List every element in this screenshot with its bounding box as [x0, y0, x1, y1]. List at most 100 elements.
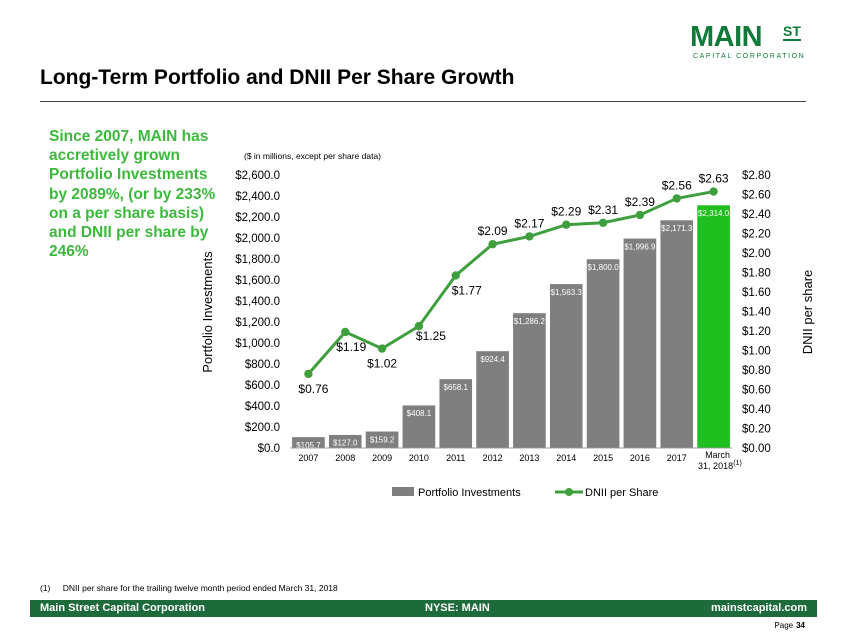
footnote-text: DNII per share for the trailing twelve m…: [62, 583, 338, 593]
right-axis-tick-label: $1.80: [742, 268, 771, 280]
page-number: Page 34: [774, 621, 805, 630]
category-label: 2012: [483, 453, 503, 463]
bar: [475, 350, 510, 449]
dnii-point: [377, 344, 387, 353]
bar-value-label: $127.0: [333, 439, 358, 448]
right-axis-tick-label: $0.60: [742, 385, 771, 397]
bar-value-label: $105.7: [296, 441, 321, 450]
category-label: 2015: [593, 453, 613, 463]
chart-subtitle: ($ in millions, except per share data): [244, 151, 381, 161]
left-axis-tick-label: $0.0: [258, 443, 280, 455]
category-label: 2008: [335, 453, 355, 463]
dnii-value-label: $1.77: [452, 283, 482, 297]
left-axis-title: Portfolio Investments: [200, 251, 215, 373]
category-label: 2011: [446, 453, 465, 463]
category-label: 2014: [556, 453, 576, 463]
dnii-value-label: $2.39: [625, 195, 655, 209]
bar-value-label: $2,314.0: [698, 209, 730, 218]
legend-label-bars: Portfolio Investments: [418, 487, 521, 499]
dnii-point: [562, 220, 571, 229]
right-axis-tick-label: $2.60: [742, 190, 771, 202]
bar-value-label: $1,563.3: [551, 288, 583, 297]
dnii-value-label: $1.25: [416, 329, 446, 343]
dnii-value-label: $1.19: [336, 340, 366, 354]
right-axis-tick-label: $2.40: [742, 209, 771, 221]
left-axis-tick-label: $1,200.0: [235, 317, 280, 329]
footer-bar: Main Street Capital Corporation NYSE: MA…: [30, 600, 817, 617]
title-divider: [40, 101, 806, 102]
dnii-point: [488, 240, 497, 249]
left-axis-tick-label: $2,600.0: [235, 170, 280, 182]
dnii-line: [307, 190, 714, 375]
highlight-statement: Since 2007, MAIN has accretively grown P…: [49, 128, 216, 261]
dnii-point: [525, 232, 534, 241]
left-axis-tick-label: $1,400.0: [235, 296, 280, 308]
dnii-value-label: $1.02: [367, 357, 397, 371]
bar-value-label: $2,171.3: [661, 224, 693, 233]
left-axis-tick-label: $1,600.0: [235, 275, 280, 287]
category-label: 2010: [409, 453, 429, 463]
left-axis-tick-label: $200.0: [245, 422, 280, 434]
footnote-number: (1): [40, 583, 51, 593]
right-axis-tick-label: $1.60: [742, 287, 771, 299]
bar: [512, 312, 547, 449]
bar-value-label: $924.4: [480, 355, 505, 364]
left-axis-tick-label: $800.0: [245, 359, 280, 371]
left-axis-tick-label: $2,000.0: [235, 233, 280, 245]
footer-ticker: NYSE: MAIN: [425, 602, 490, 614]
footer-website[interactable]: mainstcapital.com: [711, 602, 807, 614]
right-axis-tick-label: $2.20: [742, 229, 771, 241]
legend-swatch-bars: [392, 487, 414, 496]
bar: [438, 378, 473, 449]
left-axis-tick-label: $600.0: [245, 380, 280, 392]
bar: [549, 283, 584, 449]
combo-chart: ($ in millions, except per share data) $0…: [200, 151, 815, 499]
right-axis-tick-label: $2.00: [742, 248, 771, 260]
right-axis-title: DNII per share: [800, 270, 815, 355]
chart-container: ($ in millions, except per share data) $0…: [200, 151, 815, 499]
dnii-point: [598, 218, 608, 227]
category-label: 2009: [372, 453, 392, 463]
bar-value-label: $408.1: [407, 409, 432, 418]
logo-subtitle: CAPITAL CORPORATION: [693, 53, 806, 60]
dnii-point: [341, 327, 350, 337]
logo-main-text: MAIN: [690, 21, 763, 53]
dnii-value-label: $2.29: [551, 205, 581, 219]
category-label: 2016: [630, 453, 650, 463]
footer-company: Main Street Capital Corporation: [40, 602, 206, 614]
category-label: 2017: [667, 453, 687, 463]
legend-label-line: DNII per Share: [585, 487, 658, 499]
bar-value-label: $1,286.2: [514, 317, 546, 326]
dnii-value-label: $2.09: [478, 224, 508, 238]
dnii-point: [635, 210, 645, 220]
left-axis-tick-label: $1,800.0: [235, 254, 280, 266]
footnote: (1) DNII per share for the trailing twel…: [40, 583, 338, 593]
dnii-point: [451, 271, 460, 280]
bar-value-label: $1,996.9: [624, 242, 656, 251]
dnii-value-label: $2.56: [662, 178, 692, 192]
page-number-value: 34: [796, 621, 805, 630]
category-label: 2013: [519, 453, 539, 463]
bar-value-label: $658.1: [444, 383, 469, 392]
dnii-value-label: $0.76: [298, 382, 328, 396]
right-axis-tick-label: $1.20: [742, 326, 771, 338]
legend-swatch-marker: [565, 488, 573, 496]
bar-value-label: $1,800.0: [588, 263, 620, 272]
right-axis-tick-label: $0.00: [742, 443, 771, 455]
right-axis-tick-label: $0.40: [742, 404, 771, 416]
left-axis-tick-label: $2,200.0: [235, 212, 280, 224]
dnii-point: [709, 187, 718, 196]
right-axis-tick-label: $1.00: [742, 346, 771, 358]
category-label: 2007: [298, 453, 318, 463]
left-axis-tick-label: $1,000.0: [235, 338, 280, 350]
right-axis-tick-label: $1.40: [742, 307, 771, 319]
page-label: Page: [774, 621, 794, 630]
dnii-value-label: $2.63: [699, 172, 729, 186]
bar: [623, 238, 657, 449]
right-axis-tick-label: $2.80: [742, 170, 771, 182]
bar: [586, 258, 620, 449]
bar: [402, 404, 436, 449]
dnii-point: [672, 194, 681, 203]
right-axis-tick-label: $0.20: [742, 424, 771, 436]
bar: [696, 204, 731, 449]
